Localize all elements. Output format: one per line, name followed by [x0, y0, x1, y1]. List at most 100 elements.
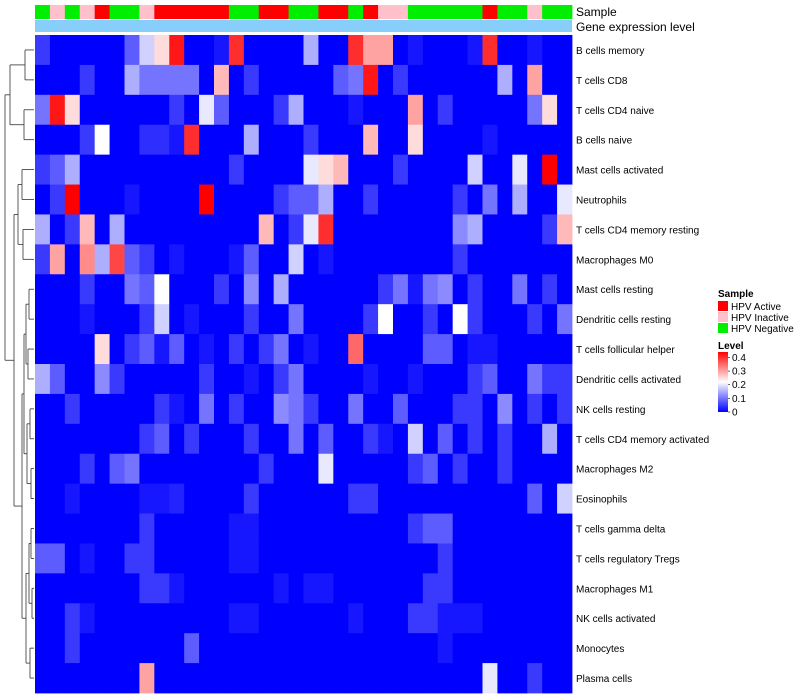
- heatmap-cell: [512, 543, 528, 574]
- heatmap-cell: [437, 633, 454, 664]
- heatmap-cell: [527, 603, 543, 634]
- heatmap-cell: [124, 513, 140, 544]
- heatmap-cell: [214, 244, 230, 275]
- heatmap-cell: [124, 154, 140, 185]
- heatmap-cell: [393, 633, 409, 664]
- heatmap-cell: [139, 64, 155, 96]
- heatmap-cell: [109, 573, 125, 604]
- heatmap-cell: [64, 64, 81, 96]
- row-label: T cells regulatory Tregs: [576, 554, 680, 565]
- heatmap-cell: [497, 184, 513, 215]
- heatmap-cell: [363, 573, 379, 604]
- heatmap-cell: [94, 633, 110, 664]
- heatmap-cell: [557, 603, 573, 634]
- heatmap-cell: [542, 124, 558, 156]
- heatmap-cell: [154, 453, 170, 485]
- heatmap-cell: [49, 154, 66, 185]
- heatmap-cell: [437, 364, 454, 395]
- heatmap-cell: [154, 64, 170, 96]
- heatmap-cell: [35, 513, 51, 544]
- heatmap-cell: [243, 663, 260, 694]
- heatmap-cell: [527, 633, 543, 664]
- legend-swatch: [718, 323, 728, 333]
- heatmap-cell: [288, 124, 304, 156]
- heatmap-cell: [199, 35, 215, 66]
- legend-sample-title: Sample: [718, 289, 754, 300]
- heatmap-cell: [79, 603, 96, 634]
- heatmap-cell: [258, 214, 275, 245]
- heatmap-cell: [139, 94, 155, 126]
- heatmap-cell: [273, 603, 289, 634]
- heatmap-cell: [154, 124, 170, 156]
- heatmap-cell: [228, 334, 245, 365]
- heatmap-cell: [35, 603, 51, 634]
- heatmap-cell: [214, 64, 230, 96]
- sample-cell: [452, 5, 468, 19]
- heatmap-cell: [437, 483, 454, 514]
- sample-cell: [214, 5, 230, 19]
- heatmap-cell: [109, 154, 125, 185]
- heatmap-cell: [94, 393, 110, 425]
- row-label: Mast cells activated: [576, 166, 663, 177]
- heatmap-cell: [228, 603, 245, 634]
- heatmap-cell: [333, 35, 349, 66]
- heatmap-cell: [64, 633, 81, 664]
- heatmap-cell: [482, 573, 498, 604]
- heatmap-cell: [482, 274, 498, 305]
- heatmap-cell: [139, 483, 155, 514]
- heatmap-cell: [482, 543, 498, 574]
- heatmap-cell: [64, 304, 81, 335]
- heatmap-cell: [452, 603, 468, 634]
- heatmap-cell: [557, 35, 573, 66]
- heatmap-cell: [154, 154, 170, 185]
- heatmap-cell: [482, 304, 498, 335]
- heatmap-cell: [452, 64, 468, 96]
- heatmap-cell: [527, 663, 543, 694]
- heatmap-cell: [124, 184, 140, 215]
- heatmap-cell: [288, 513, 304, 544]
- row-dendrogram: [4, 49, 34, 679]
- heatmap-cell: [363, 214, 379, 245]
- heatmap-cell: [49, 364, 66, 395]
- heatmap-cell: [124, 483, 140, 514]
- heatmap-cell: [527, 543, 543, 574]
- heatmap-cell: [303, 483, 319, 514]
- heatmap-cell: [124, 64, 140, 96]
- heatmap-cell: [452, 633, 468, 664]
- heatmap-cell: [214, 184, 230, 215]
- heatmap-cell: [303, 64, 319, 96]
- heatmap-cell: [467, 35, 483, 66]
- heatmap-cell: [512, 124, 528, 156]
- heatmap-cell: [467, 214, 483, 245]
- sample-cell: [199, 5, 215, 19]
- heatmap-cell: [303, 364, 319, 395]
- heatmap-cell: [318, 124, 334, 156]
- heatmap-cell: [184, 94, 200, 126]
- heatmap-cell: [243, 364, 260, 395]
- heatmap-cell: [542, 513, 558, 544]
- heatmap-cell: [79, 513, 96, 544]
- sample-cell: [273, 5, 289, 19]
- heatmap-cell: [422, 663, 439, 694]
- heatmap-cell: [94, 513, 110, 544]
- heatmap-cell: [393, 35, 409, 66]
- heatmap-cell: [557, 94, 573, 126]
- heatmap-cell: [258, 94, 275, 126]
- heatmap-cell: [109, 483, 125, 514]
- heatmap-cell: [527, 573, 543, 604]
- heatmap-cell: [557, 483, 573, 514]
- heatmap-cell: [79, 453, 96, 485]
- heatmap-cell: [184, 334, 200, 365]
- heatmap-cell: [199, 184, 215, 215]
- heatmap-cell: [94, 64, 110, 96]
- heatmap-cell: [258, 364, 275, 395]
- heatmap-cell: [482, 483, 498, 514]
- row-label: NK cells activated: [576, 614, 655, 625]
- heatmap-cell: [303, 35, 319, 66]
- heatmap-cell: [452, 35, 468, 66]
- heatmap-cell: [407, 513, 424, 544]
- row-label: T cells CD4 memory resting: [576, 225, 699, 236]
- heatmap-cell: [288, 483, 304, 514]
- heatmap-cell: [437, 274, 454, 305]
- heatmap-cell: [169, 124, 185, 156]
